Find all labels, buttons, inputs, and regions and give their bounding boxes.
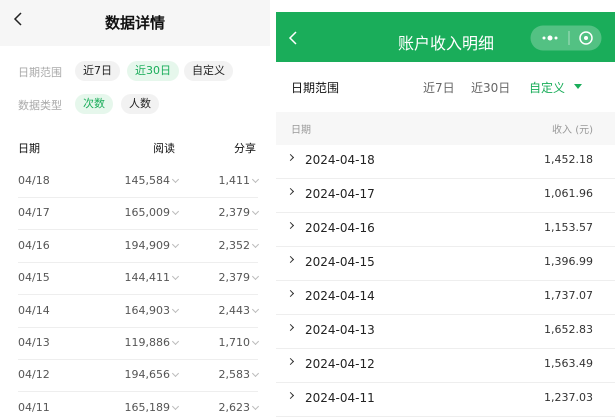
row-date: 2024-04-14 [305, 289, 375, 303]
row-date: 2024-04-16 [305, 221, 375, 235]
row-amount: 1,737.07 [544, 289, 593, 302]
table-cell: 2,583 [218, 368, 251, 382]
row-date: 2024-04-15 [305, 255, 375, 269]
row-date: 2024-04-11 [305, 391, 375, 405]
row-date: 2024-04-17 [305, 187, 375, 201]
column-header: 日期 [18, 142, 40, 155]
filter-option[interactable]: 近7日 [423, 81, 455, 95]
filter-option[interactable]: 自定义 [529, 81, 566, 95]
table-cell: 04/11 [18, 400, 50, 414]
page-title: 账户收入明细 [397, 34, 494, 53]
row-amount: 1,396.99 [544, 255, 593, 268]
row-divider [18, 359, 258, 360]
table-cell: 2,379 [218, 271, 251, 285]
row-date: 2024-04-12 [305, 357, 375, 371]
table-header-band [276, 112, 615, 145]
filter-option[interactable]: 人数 [121, 94, 159, 114]
page-title: 数据详情 [104, 14, 165, 32]
table-cell: 04/18 [18, 174, 50, 187]
table-cell: 1,411 [218, 174, 251, 187]
filter-option[interactable]: 近30日 [471, 81, 511, 95]
filter-label: 日期范围 [291, 81, 340, 95]
row-divider [276, 246, 615, 247]
table-cell: 165,009 [124, 206, 171, 220]
column-header: 日期 [291, 125, 311, 136]
row-amount: 1,652.83 [544, 323, 593, 336]
table-cell: 2,379 [218, 206, 251, 220]
row-divider [18, 197, 258, 198]
filter-label: 日期范围 [18, 66, 62, 79]
row-divider [276, 382, 615, 383]
header-bar: 账户收入明细 [276, 12, 615, 62]
table-cell: 04/16 [18, 238, 50, 252]
filter-option[interactable]: 近30日 [127, 61, 179, 81]
table-cell: 194,656 [124, 368, 171, 382]
table-cell: 04/17 [18, 206, 50, 220]
row-divider [18, 326, 258, 328]
table-cell: 1,710 [218, 336, 251, 349]
back-button[interactable] [12, 12, 24, 26]
right-panel: 账户收入明细 日期范围 近7日 近30日 自定义日期 收入 (元) 2024-04-18 1… [276, 0, 615, 417]
table-cell: 144,411 [124, 271, 171, 285]
table-cell: 2,443 [218, 303, 251, 317]
table-cell: 165,189 [124, 400, 171, 414]
row-divider [276, 212, 615, 213]
row-divider [18, 261, 258, 263]
row-divider [18, 294, 258, 296]
column-header: 分享 [234, 142, 256, 155]
table-cell: 164,903 [124, 303, 171, 317]
row-divider [276, 348, 615, 349]
left-panel: 数据详情 日期范围 近7日 近30日 自定义数据类型 次数 人数日期 阅读 分享 04/18 14… [0, 0, 270, 417]
row-divider [276, 314, 615, 315]
table-cell: 2,623 [218, 400, 251, 414]
row-amount: 1,061.96 [544, 187, 593, 200]
filter-label: 数据类型 [18, 99, 62, 112]
table-cell: 04/15 [18, 271, 50, 285]
table-cell: 194,909 [124, 238, 171, 252]
dropdown-icon [574, 84, 582, 89]
row-divider [18, 391, 258, 393]
filter-option[interactable]: 自定义 [184, 61, 233, 81]
capsule-menu[interactable] [530, 25, 602, 51]
table-cell: 04/14 [18, 303, 50, 317]
row-divider [276, 178, 615, 179]
filter-option[interactable]: 近7日 [75, 61, 120, 81]
table-cell: 04/12 [18, 368, 50, 382]
row-amount: 1,237.03 [544, 391, 593, 404]
row-divider [18, 229, 258, 231]
row-date: 2024-04-13 [305, 323, 375, 337]
row-divider [276, 280, 615, 281]
table-cell: 04/13 [18, 336, 50, 349]
row-amount: 1,153.57 [544, 221, 593, 234]
table-cell: 119,886 [124, 336, 171, 349]
column-header: 收入 (元) [552, 125, 593, 136]
column-header: 阅读 [153, 142, 175, 155]
row-amount: 1,452.18 [544, 153, 593, 166]
row-date: 2024-04-18 [305, 153, 375, 167]
back-button[interactable] [288, 31, 298, 45]
table-cell: 2,352 [218, 238, 251, 252]
filter-option[interactable]: 次数 [75, 94, 113, 114]
row-amount: 1,563.49 [544, 357, 593, 370]
table-cell: 145,584 [124, 174, 171, 187]
